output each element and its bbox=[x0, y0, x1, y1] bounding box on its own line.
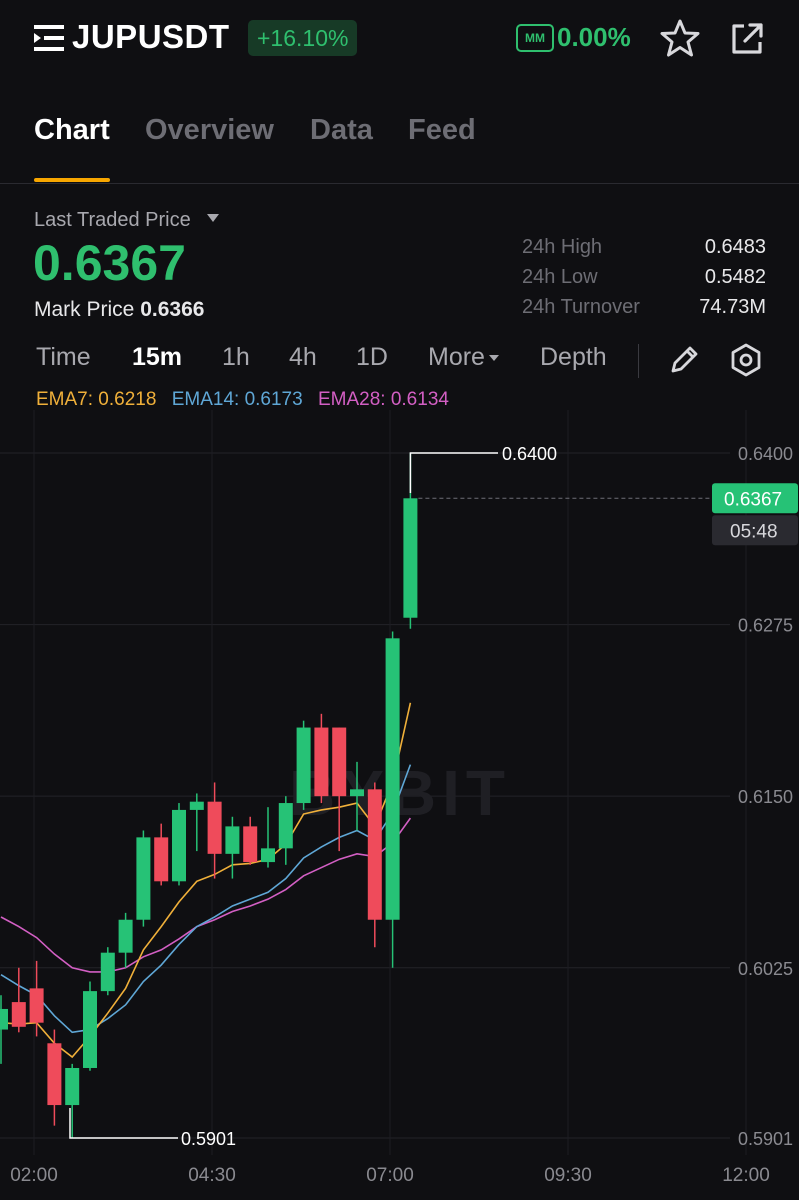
stat-row: 24h Turnover 74.73M bbox=[522, 296, 766, 326]
stat-value: 0.6483 bbox=[704, 236, 766, 258]
y-tick-label: 0.6025 bbox=[738, 959, 793, 979]
stat-label: 24h Turnover bbox=[522, 296, 640, 318]
x-tick-label: 07:00 bbox=[366, 1165, 414, 1186]
candle-body bbox=[83, 991, 97, 1068]
candlestick-chart[interactable]: BYBIT0.64000.59010.64000.62750.61500.602… bbox=[0, 410, 799, 1200]
tf-1d[interactable]: 1D bbox=[356, 343, 388, 371]
change-badge: +16.10% bbox=[248, 20, 358, 56]
low-marker-label: 0.5901 bbox=[181, 1129, 236, 1149]
top-bar: JUPUSDT +16.10% MM 0.00% bbox=[0, 0, 799, 80]
mm-badge[interactable]: MM bbox=[516, 24, 554, 52]
ema28-label: EMA28: 0.6134 bbox=[317, 389, 449, 410]
ema7-line bbox=[0, 702, 412, 1059]
x-tick-label: 09:30 bbox=[544, 1165, 592, 1186]
candle-body bbox=[296, 727, 311, 804]
candle-body bbox=[11, 1002, 26, 1027]
ema14-label: EMA14: 0.6173 bbox=[171, 389, 303, 410]
symbol-title[interactable]: JUPUSDT bbox=[72, 18, 230, 55]
y-tick-label: 0.5901 bbox=[738, 1129, 793, 1149]
settings-hexagon-icon[interactable] bbox=[729, 343, 763, 377]
candle-body bbox=[332, 727, 347, 797]
ema7-label: EMA7: 0.6218 bbox=[36, 389, 157, 410]
candle-body bbox=[278, 803, 293, 849]
ltp-label[interactable]: Last Traded Price bbox=[34, 209, 191, 231]
candle-body bbox=[29, 988, 44, 1023]
candle-body bbox=[314, 727, 329, 797]
high-marker-label: 0.6400 bbox=[502, 444, 557, 464]
tab-overview[interactable]: Overview bbox=[145, 114, 274, 146]
tf-15m[interactable]: 15m bbox=[132, 343, 183, 371]
tf-more-label: More bbox=[428, 343, 485, 371]
candle-body bbox=[243, 826, 258, 863]
stat-value: 74.73M bbox=[699, 296, 766, 318]
candle-body bbox=[154, 837, 169, 882]
caret-down-icon[interactable] bbox=[207, 213, 219, 223]
candle-body bbox=[172, 809, 186, 882]
ema14-line bbox=[0, 764, 412, 1034]
mark-price-value: 0.6366 bbox=[140, 298, 205, 321]
low-marker-line bbox=[69, 1108, 178, 1139]
stat-label: 24h Low bbox=[522, 266, 598, 288]
stat-value: 0.5482 bbox=[704, 266, 766, 288]
candle-body bbox=[100, 952, 115, 992]
ema-legend: EMA7: 0.6218 EMA14: 0.6173 EMA28: 0.6134 bbox=[36, 389, 459, 411]
stat-row: 24h High 0.6483 bbox=[522, 236, 766, 266]
candle-body bbox=[225, 826, 240, 854]
x-tick-label: 04:30 bbox=[188, 1165, 236, 1186]
high-marker-line bbox=[409, 452, 498, 493]
timeframe-bar: Time 15m 1h 4h 1D More Depth bbox=[0, 340, 799, 380]
section-tabs: Chart Overview Data Feed bbox=[0, 100, 799, 184]
tf-depth[interactable]: Depth bbox=[540, 343, 607, 371]
candle-body bbox=[385, 638, 400, 920]
caret-down-icon bbox=[488, 355, 499, 362]
candle-body bbox=[0, 1008, 8, 1030]
stat-label: 24h High bbox=[522, 236, 603, 258]
y-tick-label: 0.6150 bbox=[738, 787, 793, 807]
last-traded-price: 0.6367 bbox=[33, 235, 186, 291]
candle-body bbox=[403, 498, 418, 618]
mark-price: Mark Price 0.6366 bbox=[34, 298, 204, 322]
tf-more[interactable]: More bbox=[428, 343, 499, 372]
stats-panel: 24h High 0.6483 24h Low 0.5482 24h Turno… bbox=[522, 236, 766, 326]
candle-body bbox=[261, 848, 275, 863]
x-tick-label: 02:00 bbox=[10, 1165, 58, 1186]
mm-value[interactable]: 0.00% bbox=[557, 22, 631, 52]
current-price-badge bbox=[712, 483, 798, 514]
candle-body bbox=[350, 789, 364, 797]
candle-body bbox=[47, 1043, 62, 1106]
y-tick-label: 0.6275 bbox=[738, 616, 793, 636]
tab-active-indicator bbox=[34, 178, 110, 182]
stat-row: 24h Low 0.5482 bbox=[522, 266, 766, 296]
candle-body bbox=[207, 801, 222, 854]
tab-feed[interactable]: Feed bbox=[408, 114, 476, 146]
tf-1h[interactable]: 1h bbox=[222, 343, 250, 371]
mark-price-label: Mark Price bbox=[34, 298, 135, 321]
tab-data[interactable]: Data bbox=[310, 114, 373, 146]
share-icon[interactable] bbox=[728, 20, 766, 58]
countdown-label: 05:48 bbox=[730, 521, 778, 542]
current-price-label: 0.6367 bbox=[724, 489, 782, 510]
candle-body bbox=[118, 919, 133, 953]
countdown-badge bbox=[712, 515, 798, 546]
tab-chart[interactable]: Chart bbox=[34, 114, 110, 146]
candle-body bbox=[367, 789, 382, 920]
ema28-line bbox=[0, 817, 412, 973]
tf-time[interactable]: Time bbox=[36, 343, 91, 371]
candle-body bbox=[65, 1067, 80, 1106]
pencil-icon[interactable] bbox=[667, 343, 701, 377]
candle-body bbox=[136, 837, 151, 920]
x-tick-label: 12:00 bbox=[722, 1165, 770, 1186]
candle-body bbox=[189, 801, 204, 810]
tf-4h[interactable]: 4h bbox=[289, 343, 317, 371]
menu-icon[interactable] bbox=[34, 25, 66, 51]
divider bbox=[638, 344, 639, 378]
y-tick-label: 0.6400 bbox=[738, 444, 793, 464]
star-icon[interactable] bbox=[660, 18, 700, 58]
